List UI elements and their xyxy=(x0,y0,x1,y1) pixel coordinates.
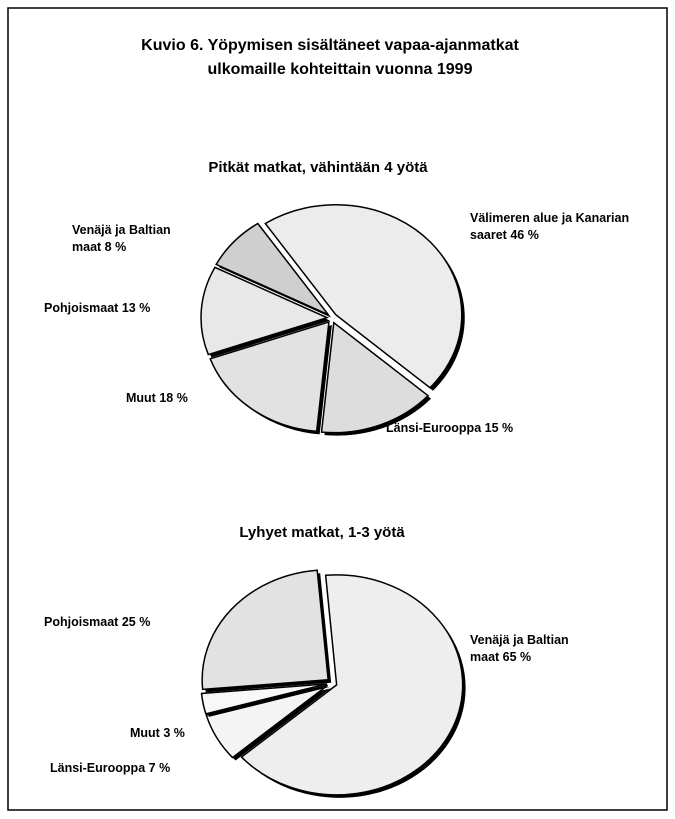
slice-label: Välimeren alue ja Kanarian saaret 46 % xyxy=(470,210,650,244)
slice-label-value: 18 % xyxy=(159,391,188,405)
slice-label-name: Välimeren alue ja Kanarian saaret xyxy=(470,211,630,242)
pie-title: Lyhyet matkat, 1-3 yötä xyxy=(239,524,405,541)
slice-label-name: Muut xyxy=(126,391,156,405)
slice-label-name: Muut xyxy=(130,726,160,740)
pie-slice xyxy=(209,320,330,433)
title-line: ulkomaille kohteittain vuonna 1999 xyxy=(208,61,473,78)
pie-slice xyxy=(320,321,430,434)
slice-label: Venäjä ja Baltian maat 65 % xyxy=(470,632,590,666)
frame xyxy=(7,7,668,811)
slice-label-name: Venäjä ja Baltian maat xyxy=(470,633,569,664)
slice-label: Länsi-Eurooppa 7 % xyxy=(50,760,250,777)
slice-label-value: 8 % xyxy=(104,240,127,254)
slice-label: Pohjoismaat 13 % xyxy=(44,300,194,317)
slice-label-value: 65 % xyxy=(502,650,532,664)
pie-slice xyxy=(240,574,464,796)
slice-label-name: Pohjoismaat xyxy=(44,301,119,315)
pie-slice xyxy=(200,266,330,356)
slice-label: Länsi-Eurooppa 15 % xyxy=(386,420,586,437)
slice-label-name: Venäjä ja Baltian maat xyxy=(72,223,171,254)
slice-label-value: 25 % xyxy=(121,615,151,629)
pie-slice xyxy=(201,569,329,691)
slice-label: Muut 3 % xyxy=(130,725,230,742)
slice-label-name: Länsi-Eurooppa xyxy=(50,761,146,775)
slice-label: Muut 18 % xyxy=(126,390,226,407)
slice-label-name: Pohjoismaat xyxy=(44,615,119,629)
slice-label-value: 46 % xyxy=(510,228,539,242)
slice-label-name: Länsi-Eurooppa xyxy=(386,421,482,435)
pie-slice xyxy=(200,683,328,715)
slice-label: Pohjoismaat 25 % xyxy=(44,614,204,631)
pie-slice xyxy=(205,684,329,759)
pie-slice xyxy=(264,203,463,389)
slice-label-value: 3 % xyxy=(163,726,185,740)
slice-label-value: 15 % xyxy=(484,421,514,435)
slice-label: Venäjä ja Baltian maat 8 % xyxy=(72,222,202,256)
slice-label-value: 7 % xyxy=(148,761,171,775)
slice-label-value: 13 % xyxy=(121,301,151,315)
pie-title: Pitkät matkat, vähintään 4 yötä xyxy=(208,159,428,176)
title-line: Kuvio 6. Yöpymisen sisältäneet vapaa-aja… xyxy=(141,37,519,54)
pie-slice xyxy=(215,222,329,316)
